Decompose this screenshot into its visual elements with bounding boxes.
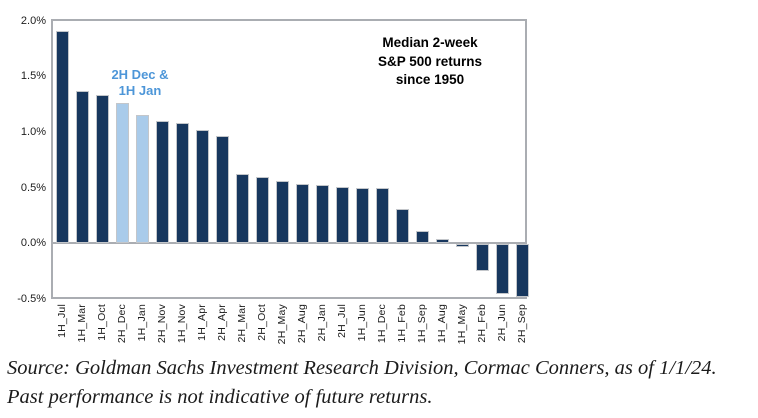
bar (396, 208, 410, 244)
x-axis-label: 2H_May (275, 304, 288, 345)
bar (156, 120, 170, 244)
plot-area (51, 19, 527, 299)
bar (436, 238, 450, 244)
source-note-line-2: 1/1/24. Past performance is not indicati… (7, 357, 717, 408)
y-axis-tick-label: 2.0% (20, 14, 46, 27)
x-axis-label: 1H_Feb (395, 304, 408, 343)
x-axis-label: 2H_Apr (215, 304, 228, 341)
x-axis-label: 2H_Nov (155, 304, 168, 344)
bar (176, 123, 190, 244)
highlight-annotation-line-2: 1H Jan (118, 83, 162, 98)
x-axis-label: 1H_May (455, 304, 468, 345)
bar (276, 180, 290, 244)
bar-highlighted (116, 103, 130, 244)
x-axis-label: 2H_Dec (115, 304, 128, 344)
y-axis-tick-label: -0.5% (17, 292, 46, 305)
highlight-annotation-line-1: 2H Dec & (111, 67, 169, 82)
bar (216, 136, 230, 244)
x-axis-label: 2H_Jun (495, 304, 508, 342)
x-axis-label: 2H_Feb (475, 304, 488, 343)
bar (256, 176, 270, 244)
source-note: Source: Goldman Sachs Investment Researc… (7, 354, 755, 412)
bar (56, 30, 70, 244)
x-axis-label: 1H_Jul (55, 304, 68, 338)
chart-container: Median 2-week S&P 500 returns since 1950… (17, 14, 530, 345)
bar (496, 244, 510, 295)
chart-title-line-3: since 1950 (395, 72, 465, 87)
bar (456, 244, 470, 247)
highlight-annotation: 2H Dec & 1H Jan (88, 67, 192, 99)
bar (236, 174, 250, 244)
x-axis-label: 2H_Oct (255, 304, 268, 341)
bar (316, 185, 330, 244)
bar (196, 129, 210, 244)
x-axis-label: 2H_Sep (515, 304, 528, 344)
bar (356, 187, 370, 244)
x-axis-label: 1H_Dec (375, 304, 388, 344)
x-axis-label: 1H_Aug (435, 304, 448, 344)
bar (376, 187, 390, 244)
chart-title-line-1: Median 2-week (382, 35, 478, 50)
chart-title: Median 2-week S&P 500 returns since 1950 (352, 34, 508, 90)
bar (336, 186, 350, 244)
x-axis-label: 2H_Mar (235, 304, 248, 343)
x-axis-label: 1H_Oct (95, 304, 108, 341)
bar (76, 90, 90, 244)
zero-gridline (51, 242, 527, 245)
bar-highlighted (136, 115, 150, 244)
bar (96, 95, 110, 244)
y-axis-tick-label: 1.0% (20, 126, 46, 138)
chart-title-line-2: S&P 500 returns (377, 53, 483, 69)
x-axis-label: 1H_Nov (175, 304, 188, 344)
x-axis-label: 1H_Apr (195, 304, 208, 341)
x-axis-label: 1H_Sep (415, 304, 428, 344)
x-axis-label: 1H_Jan (135, 304, 148, 342)
bar (476, 244, 490, 271)
x-axis-label: 2H_Jan (315, 304, 328, 342)
bar (516, 244, 530, 297)
x-axis-label: 2H_Jul (335, 304, 348, 338)
y-axis-tick-label: 0.0% (20, 237, 46, 250)
x-axis-label: 1H_Jun (355, 304, 368, 342)
y-axis-tick-label: 0.5% (20, 181, 46, 194)
bar (416, 231, 430, 244)
x-axis-label: 1H_Mar (75, 304, 88, 343)
y-axis-tick-label: 1.5% (20, 70, 46, 83)
bar (296, 184, 310, 244)
x-axis-label: 2H_Aug (295, 304, 308, 344)
source-note-line-1: Source: Goldman Sachs Investment Researc… (7, 357, 654, 379)
